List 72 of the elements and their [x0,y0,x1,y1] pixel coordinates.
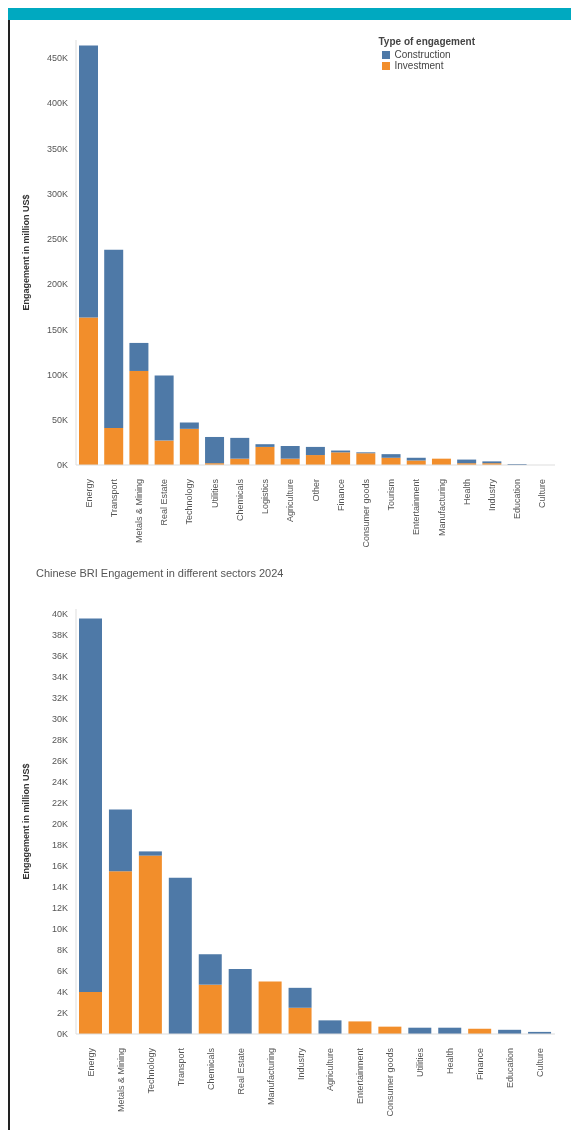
y-tick-label: 2K [56,1008,68,1019]
y-tick-label: 28K [51,735,68,746]
x-tick-label: Health [445,1048,456,1075]
x-tick-label: Chemicals [234,478,245,522]
legend-title: Type of engagement [378,36,475,47]
y-tick-label: 18K [51,840,68,851]
x-tick-label: Energy [85,1047,96,1077]
x-tick-label: Transport [108,478,119,518]
y-tick-label: 200K [46,279,68,290]
x-tick-label: Culture [537,479,548,509]
x-tick-label: Transport [175,1047,186,1087]
y-tick-label: 50K [51,414,68,425]
y-tick-label: 10K [51,924,68,935]
y-tick-label: 38K [51,630,68,641]
x-tick-label: Culture [535,1048,546,1078]
x-tick-label: Other [310,479,321,502]
y-tick-label: 150K [46,324,68,335]
y-axis-title: Engagement in million US$ [21,763,32,880]
legend-label: Construction [394,49,451,60]
x-tick-label: Real Estate [235,1048,246,1095]
y-tick-label: 400K [46,98,68,109]
y-tick-label: 8K [56,945,68,956]
y-tick-label: 250K [46,234,68,245]
x-tick-label: Real Estate [159,479,170,526]
x-tick-label: Finance [335,479,346,512]
y-tick-label: 12K [51,903,68,914]
x-tick-label: Technology [184,478,195,525]
x-tick-label: Chemicals [205,1047,216,1091]
x-tick-label: Industry [486,478,497,512]
y-tick-label: 350K [46,143,68,154]
x-tick-label: Education [505,1048,516,1089]
y-tick-label: 20K [51,819,68,830]
x-tick-label: Agriculture [325,1048,336,1092]
y-tick-label: 6K [56,966,68,977]
x-tick-label: Metals & Mining [115,1048,126,1113]
y-tick-label: 16K [51,861,68,872]
x-tick-label: Entertainment [411,478,422,536]
x-tick-label: Metals & Mining [134,479,145,544]
y-tick-label: 450K [46,53,68,64]
x-tick-label: Consumer goods [360,478,371,548]
y-tick-label: 34K [51,672,68,683]
y-tick-label: 14K [51,882,68,893]
y-tick-label: 100K [46,369,68,380]
x-tick-label: Utilities [415,1047,426,1078]
x-tick-label: Tourism [386,479,397,511]
y-tick-label: 24K [51,777,68,788]
y-tick-label: 0K [56,1029,68,1040]
x-tick-label: Manufacturing [265,1048,276,1106]
x-tick-label: Logistics [260,478,271,515]
x-tick-label: Entertainment [355,1047,366,1105]
x-tick-label: Technology [145,1047,156,1094]
x-tick-label: Consumer goods [385,1047,396,1117]
chart-title: Chinese BRI Engagement in different sectors 2024 [35,566,285,581]
y-axis-title: Engagement in million US$ [21,194,32,311]
y-tick-label: 32K [51,693,68,704]
y-tick-label: 26K [51,756,68,767]
y-tick-label: 30K [51,714,68,725]
y-tick-label: 36K [51,651,68,662]
x-tick-label: Finance [475,1048,486,1081]
y-tick-label: 300K [46,188,68,199]
x-tick-label: Education [512,479,523,520]
x-tick-label: Manufacturing [436,479,447,537]
y-tick-label: 4K [56,987,68,998]
x-tick-label: Energy [83,478,94,508]
y-tick-label: 0K [56,460,68,471]
x-tick-label: Agriculture [285,479,296,523]
y-tick-label: 22K [51,798,68,809]
legend-label: Investment [394,60,444,71]
x-tick-label: Utilities [209,478,220,509]
x-tick-label: Industry [295,1047,306,1081]
x-tick-label: Health [461,479,472,506]
y-tick-label: 40K [51,609,68,620]
